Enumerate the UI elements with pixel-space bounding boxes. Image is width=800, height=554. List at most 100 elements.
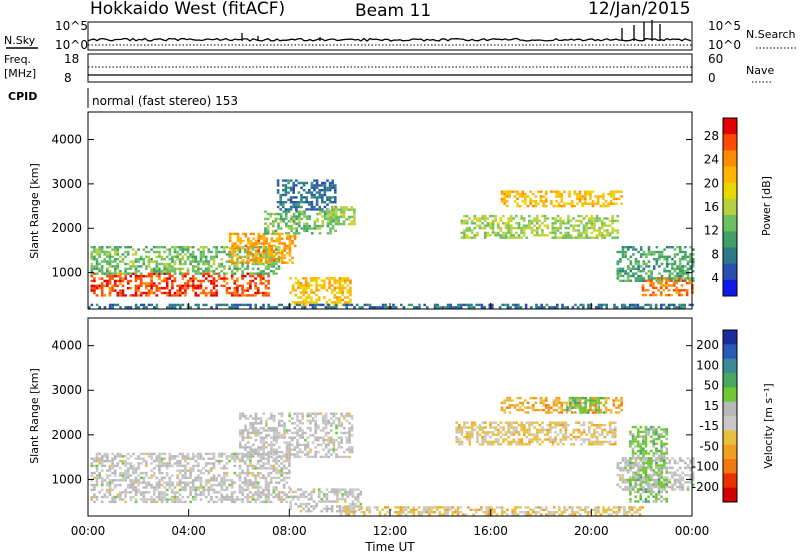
power-cell-r0 <box>168 291 172 295</box>
power-cell-r4 <box>323 193 327 197</box>
vel-cell-r6 <box>671 485 674 489</box>
vel-cell-r1 <box>272 419 276 423</box>
vel-cell-r0 <box>189 457 192 460</box>
vel-cell-r0 <box>158 491 161 494</box>
vel-cell-r0 <box>186 452 190 456</box>
power-cell-r11 <box>119 306 122 309</box>
power-cell-r9 <box>691 260 695 263</box>
vel-cell-r3 <box>536 438 539 441</box>
vel-cell-r1 <box>278 455 281 459</box>
power-cell-r5 <box>315 277 318 280</box>
vel-cell-r0 <box>137 474 140 477</box>
power-cell-r0 <box>176 294 179 297</box>
power-cell-r10 <box>657 281 660 285</box>
power-cell-r7 <box>489 222 492 225</box>
vel-cell-r0 <box>251 455 255 458</box>
vel-cell-r0 <box>272 491 276 494</box>
power-cell-r0 <box>98 284 101 287</box>
power-cell-r7 <box>502 234 505 237</box>
vel-cell-r1 <box>241 436 245 439</box>
power-cell-r1 <box>189 246 192 249</box>
vel-cell-r5 <box>568 408 572 412</box>
power-cell-r0 <box>233 289 237 292</box>
vel-cell-r2 <box>328 507 331 510</box>
power-cell-r2 <box>236 237 240 240</box>
power-cell-r1 <box>134 258 138 261</box>
vel-cell-r0 <box>202 471 205 475</box>
power-cell-r1 <box>137 248 140 251</box>
power-cell-r8 <box>565 202 569 205</box>
power-cell-r3 <box>285 210 288 213</box>
vel-cell-r0 <box>267 459 270 463</box>
vel-cell-r1 <box>270 448 273 451</box>
vel-cell-r0 <box>254 500 257 504</box>
vel-cell-r0 <box>267 486 270 489</box>
power-cell-r11 <box>218 303 221 307</box>
vel-cell-r1 <box>293 446 297 449</box>
vel-cell-r0 <box>106 474 109 477</box>
power-cell-r9 <box>652 267 656 270</box>
vel-cell-r4 <box>516 404 519 407</box>
power-cell-r1 <box>251 272 255 275</box>
vel-cell-r1 <box>275 455 278 459</box>
power-cell-r0 <box>163 272 166 275</box>
power-cell-r9 <box>619 272 622 275</box>
power-cell-r11 <box>660 303 663 307</box>
vel-cell-r0 <box>93 486 96 489</box>
power-cell-r9 <box>678 250 682 254</box>
power-cell-r2 <box>270 239 274 243</box>
power-cell-r7 <box>489 226 492 230</box>
power-cell-r3 <box>264 210 267 213</box>
power-cell-r8 <box>560 200 564 203</box>
vel-cell-r0 <box>277 495 281 499</box>
vel-cell-r3 <box>499 435 503 439</box>
power-cell-r2 <box>254 249 258 252</box>
vel-cell-r0 <box>256 491 260 494</box>
vel-cell-r6 <box>650 476 653 479</box>
vel-cell-r0 <box>197 476 200 480</box>
power-cell-r0 <box>181 291 185 295</box>
vel-cell-r4 <box>609 408 613 412</box>
vel-cell-r1 <box>340 441 343 444</box>
power-cell-r11 <box>519 306 523 309</box>
power-cell-r0 <box>150 277 153 280</box>
vel-cell-r0 <box>236 498 239 501</box>
vel-cell-r3 <box>601 428 604 432</box>
power-cell-r4 <box>315 203 319 206</box>
power-cell-r8 <box>505 204 509 208</box>
vel-cell-r3 <box>497 443 500 446</box>
power-cell-r5 <box>315 298 318 302</box>
power-cell-r3 <box>326 232 330 235</box>
vel-cell-r1 <box>298 429 302 432</box>
vel-cell-r0 <box>163 452 166 456</box>
vel-cell-r4 <box>531 404 535 407</box>
vel-cell-r0 <box>173 462 177 465</box>
power-cell-r3 <box>311 232 314 235</box>
power-cell-r1 <box>199 255 203 258</box>
vel-cell-r1 <box>332 441 336 444</box>
power-cell-r8 <box>550 190 553 193</box>
vel-cell-r4 <box>524 411 527 414</box>
power-cell-r2 <box>260 235 263 238</box>
vel-cell-r1 <box>241 438 245 442</box>
vel-cell-r4 <box>568 399 571 402</box>
power-cell-r0 <box>173 279 177 283</box>
vel-cell-r4 <box>531 406 535 409</box>
power-cell-r2 <box>254 254 258 257</box>
power-cell-r2 <box>265 239 268 243</box>
power-cell-r9 <box>626 272 630 275</box>
power-cell-r7 <box>577 214 581 218</box>
vel-cell-r0 <box>207 500 211 504</box>
power-cell-r11 <box>511 303 515 307</box>
vel-cell-r1 <box>324 446 328 449</box>
power-cell-r4 <box>328 196 332 199</box>
vel-cell-r0 <box>113 457 117 460</box>
noise-left-tick-top: 10^5 <box>55 19 88 33</box>
power-cell-r9 <box>652 250 656 254</box>
power-cell-r8 <box>531 200 535 203</box>
power-cell-r0 <box>225 291 229 295</box>
vel-cell-r3 <box>601 431 604 434</box>
power-cell-r9 <box>663 255 666 258</box>
vel-cell-r0 <box>262 455 265 458</box>
vel-cell-r0 <box>199 491 203 494</box>
